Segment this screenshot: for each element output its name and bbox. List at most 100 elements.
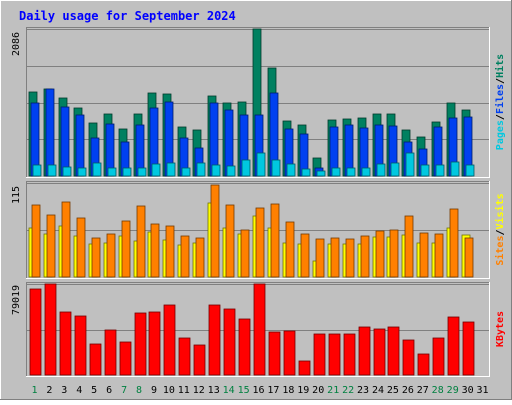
bar-kbytes-day-8 [134, 312, 147, 376]
bar-pages-day-2 [47, 164, 57, 177]
bar-pages-day-21 [331, 167, 341, 177]
bar-sites-day-19 [300, 233, 310, 278]
bar-pages-day-4 [77, 167, 87, 177]
bar-pages-day-26 [405, 152, 415, 177]
bar-pages-day-13 [211, 164, 221, 177]
bar-sites-day-25 [389, 229, 399, 278]
bar-kbytes-day-16 [253, 283, 266, 376]
bar-kbytes-day-17 [268, 331, 281, 376]
day-label-13: 13 [208, 385, 220, 396]
bar-kbytes-day-29 [447, 316, 460, 376]
bar-sites-day-22 [345, 238, 355, 278]
bar-kbytes-day-24 [373, 328, 386, 376]
legend-separator: / [495, 78, 506, 84]
bar-pages-day-7 [122, 167, 132, 177]
bar-sites-day-3 [61, 201, 71, 278]
bar-kbytes-day-20 [313, 333, 326, 376]
bar-sites-day-21 [330, 237, 340, 278]
bar-kbytes-day-4 [74, 315, 87, 376]
bar-sites-day-10 [165, 225, 175, 278]
day-label-6: 6 [106, 385, 112, 396]
panel-2: 115 Sites/Visits [11, 181, 506, 279]
bar-kbytes-day-11 [178, 337, 191, 376]
panel-legend: Pages/Files/Hits [494, 54, 506, 150]
bar-kbytes-day-27 [417, 353, 430, 376]
day-label-30: 30 [462, 385, 474, 396]
bar-kbytes-day-19 [298, 360, 311, 376]
panel-max-label: 79019 [11, 285, 22, 315]
legend-visits: Visits [494, 193, 506, 229]
bar-pages-day-1 [32, 164, 42, 177]
bar-kbytes-day-5 [89, 343, 102, 376]
panel-max-label: 2086 [11, 32, 22, 56]
day-label-12: 12 [193, 385, 205, 396]
day-label-10: 10 [163, 385, 175, 396]
bar-kbytes-day-26 [402, 339, 415, 376]
series-pages [32, 152, 475, 177]
series-files [30, 88, 473, 177]
bar-kbytes-day-28 [432, 337, 445, 376]
bar-files-day-3 [60, 106, 70, 177]
legend-kbytes: KBytes [495, 311, 506, 347]
legend-hits: Hits [494, 54, 506, 78]
bar-kbytes-day-12 [193, 344, 206, 376]
bar-sites-day-27 [419, 232, 429, 278]
day-label-26: 26 [402, 385, 414, 396]
bar-pages-day-25 [390, 162, 400, 177]
day-label-4: 4 [76, 385, 82, 396]
day-label-29: 29 [447, 385, 459, 396]
bar-pages-day-23 [361, 167, 371, 177]
day-label-8: 8 [136, 385, 142, 396]
bar-kbytes-day-2 [44, 283, 57, 376]
bar-files-day-4 [75, 114, 85, 177]
bar-sites-day-4 [76, 217, 86, 278]
series-sites [31, 184, 474, 278]
bar-kbytes-day-30 [462, 321, 475, 376]
bar-pages-day-5 [92, 162, 102, 177]
bar-pages-day-11 [181, 167, 191, 177]
legend-pages: Pages [495, 120, 506, 150]
bar-sites-day-17 [270, 203, 280, 278]
bar-sites-day-15 [240, 229, 250, 278]
day-label-1: 1 [31, 385, 37, 396]
bar-pages-day-10 [166, 162, 176, 177]
bar-kbytes-day-14 [223, 308, 236, 376]
bar-sites-day-14 [225, 204, 235, 278]
panel-legend: Sites/Visits [494, 193, 506, 265]
bar-kbytes-day-13 [208, 304, 221, 376]
day-label-25: 25 [387, 385, 399, 396]
day-label-21: 21 [327, 385, 339, 396]
day-label-31: 31 [476, 385, 488, 396]
bar-kbytes-day-22 [343, 333, 356, 376]
bar-pages-day-3 [62, 166, 72, 177]
day-label-9: 9 [151, 385, 157, 396]
bar-sites-day-2 [46, 214, 56, 278]
day-label-11: 11 [178, 385, 190, 396]
day-label-17: 17 [267, 385, 279, 396]
legend-sites: Sites [494, 236, 506, 266]
bar-pages-day-24 [376, 163, 386, 177]
bar-sites-day-20 [315, 238, 325, 278]
bar-sites-day-23 [360, 235, 370, 278]
day-label-23: 23 [357, 385, 369, 396]
panel-max-label: 115 [11, 186, 22, 204]
series-kbytes [29, 283, 475, 376]
bar-kbytes-day-21 [328, 333, 341, 376]
bar-kbytes-day-3 [59, 311, 72, 376]
bar-pages-day-9 [151, 163, 161, 177]
day-label-7: 7 [121, 385, 127, 396]
bar-pages-day-27 [420, 164, 430, 177]
bar-pages-day-15 [241, 159, 251, 177]
day-label-2: 2 [46, 385, 52, 396]
day-label-24: 24 [372, 385, 384, 396]
panel-3: 79019 KBytes [11, 282, 506, 377]
bar-pages-day-22 [346, 167, 356, 177]
bar-sites-day-9 [150, 223, 160, 278]
day-label-19: 19 [297, 385, 309, 396]
bar-pages-day-29 [450, 161, 460, 177]
bar-pages-day-19 [301, 168, 311, 177]
bar-sites-day-13 [210, 184, 220, 278]
bar-sites-day-12 [195, 237, 205, 278]
day-label-14: 14 [223, 385, 235, 396]
